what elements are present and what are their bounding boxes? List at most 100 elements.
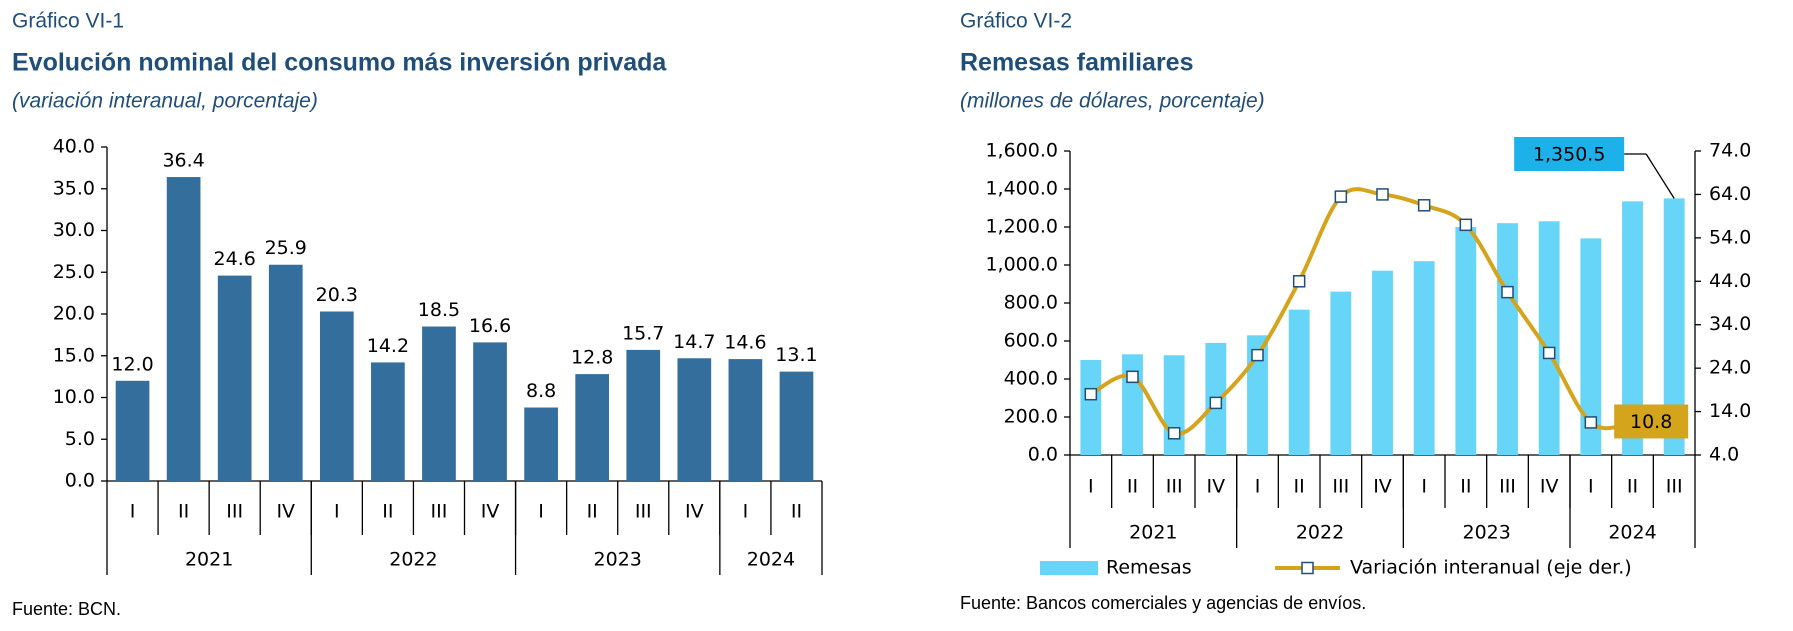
data-label: 12.8 <box>571 347 613 369</box>
marker <box>1459 218 1473 232</box>
bar <box>1622 201 1643 455</box>
bar <box>779 371 814 481</box>
marker <box>1501 285 1514 299</box>
chart-label: Gráfico VI-1 <box>12 10 124 33</box>
bar <box>1580 238 1602 455</box>
x-tick-label: II <box>178 501 189 523</box>
data-label: 36.4 <box>162 150 204 172</box>
y-tick-label: 1,200.0 <box>985 216 1058 238</box>
bar <box>217 275 252 481</box>
bar <box>626 349 661 481</box>
x-tick-label: III <box>431 501 448 523</box>
annotation-connector <box>1645 153 1675 199</box>
x-tick-label: III <box>1166 476 1183 498</box>
x-tick-label: II <box>1294 476 1305 498</box>
x-tick-label: III <box>635 501 652 523</box>
data-label: 18.5 <box>418 299 460 321</box>
bar <box>1372 270 1393 455</box>
year-label: 2021 <box>1129 522 1177 544</box>
y-tick-label: 600.0 <box>1004 330 1058 352</box>
x-tick-label: II <box>791 501 802 523</box>
x-tick-label: II <box>1127 476 1138 498</box>
y2-tick-label: 74.0 <box>1709 140 1751 162</box>
chart-subtitle: (millones de dólares, porcentaje) <box>960 90 1265 113</box>
year-label: 2022 <box>389 549 437 571</box>
x-tick-label: III <box>1499 476 1516 498</box>
bar <box>1330 291 1352 455</box>
data-label: 12.0 <box>111 353 153 375</box>
bar <box>319 311 354 481</box>
y-tick-label: 20.0 <box>53 303 95 325</box>
bar <box>371 362 405 481</box>
y-tick-label: 5.0 <box>65 428 95 450</box>
bar <box>1455 227 1477 455</box>
x-tick-label: I <box>1255 476 1261 498</box>
legend-swatch <box>1040 561 1098 575</box>
bar <box>1288 309 1310 455</box>
y2-tick-label: 64.0 <box>1709 183 1751 205</box>
chart-subtitle: (variación interanual, porcentaje) <box>12 90 318 113</box>
y2-tick-label: 4.0 <box>1709 444 1739 466</box>
data-label: 25.9 <box>265 237 307 259</box>
marker <box>1334 190 1348 203</box>
x-tick-label: IV <box>481 501 500 523</box>
y-tick-label: 1,600.0 <box>985 140 1058 162</box>
marker <box>1167 427 1181 440</box>
bar <box>166 177 201 481</box>
data-label: 24.6 <box>214 248 256 270</box>
bar <box>268 264 303 481</box>
annotation-box <box>1614 404 1689 439</box>
y2-tick-label: 24.0 <box>1709 357 1751 379</box>
legend-label: Remesas <box>1106 557 1192 579</box>
bar <box>115 380 150 481</box>
bar <box>473 342 507 481</box>
data-label: 14.2 <box>367 335 409 357</box>
year-label: 2021 <box>185 549 233 571</box>
x-tick-label: III <box>1332 476 1349 498</box>
x-tick-label: IV <box>1540 476 1559 498</box>
y2-tick-label: 34.0 <box>1709 313 1751 335</box>
data-label: 14.7 <box>673 331 715 353</box>
x-tick-label: III <box>1666 476 1683 498</box>
y-tick-label: 15.0 <box>53 344 95 366</box>
chart-title: Remesas familiares <box>960 49 1193 77</box>
bar <box>1538 221 1560 455</box>
y-tick-label: 1,400.0 <box>985 178 1058 200</box>
marker <box>1376 188 1389 201</box>
data-label: 13.1 <box>775 344 817 366</box>
year-label: 2024 <box>1608 522 1656 544</box>
data-label: 15.7 <box>622 322 664 344</box>
legend-label: Variación interanual (eje der.) <box>1350 557 1632 579</box>
y-tick-label: 400.0 <box>1004 368 1058 390</box>
annotation: 10.8 <box>1630 411 1672 433</box>
marker <box>1084 387 1098 401</box>
x-tick-label: IV <box>276 501 295 523</box>
x-tick-label: IV <box>1373 476 1392 498</box>
y-tick-label: 25.0 <box>53 261 95 283</box>
x-tick-label: I <box>1088 476 1094 498</box>
x-tick-label: I <box>130 501 136 523</box>
y-tick-label: 200.0 <box>1004 406 1058 428</box>
x-tick-label: IV <box>685 501 704 523</box>
bar <box>1663 198 1685 455</box>
bar <box>677 358 712 481</box>
x-tick-label: II <box>1627 476 1638 498</box>
data-label: 20.3 <box>316 284 358 306</box>
marker <box>1584 416 1598 429</box>
bar <box>1122 354 1143 455</box>
y-tick-label: 30.0 <box>53 219 95 241</box>
year-label: 2023 <box>594 549 642 571</box>
source: Fuente: Bancos comerciales y agencias de… <box>960 593 1366 613</box>
y2-tick-label: 14.0 <box>1709 400 1751 422</box>
data-label: 16.6 <box>469 315 511 337</box>
y-tick-label: 1,000.0 <box>985 254 1058 276</box>
marker <box>1542 346 1556 360</box>
bar <box>1080 360 1102 455</box>
x-tick-label: III <box>226 501 243 523</box>
year-label: 2023 <box>1462 522 1510 544</box>
legend-marker <box>1301 561 1314 575</box>
marker <box>1126 370 1139 384</box>
bar <box>575 374 610 481</box>
bar <box>1497 223 1518 455</box>
